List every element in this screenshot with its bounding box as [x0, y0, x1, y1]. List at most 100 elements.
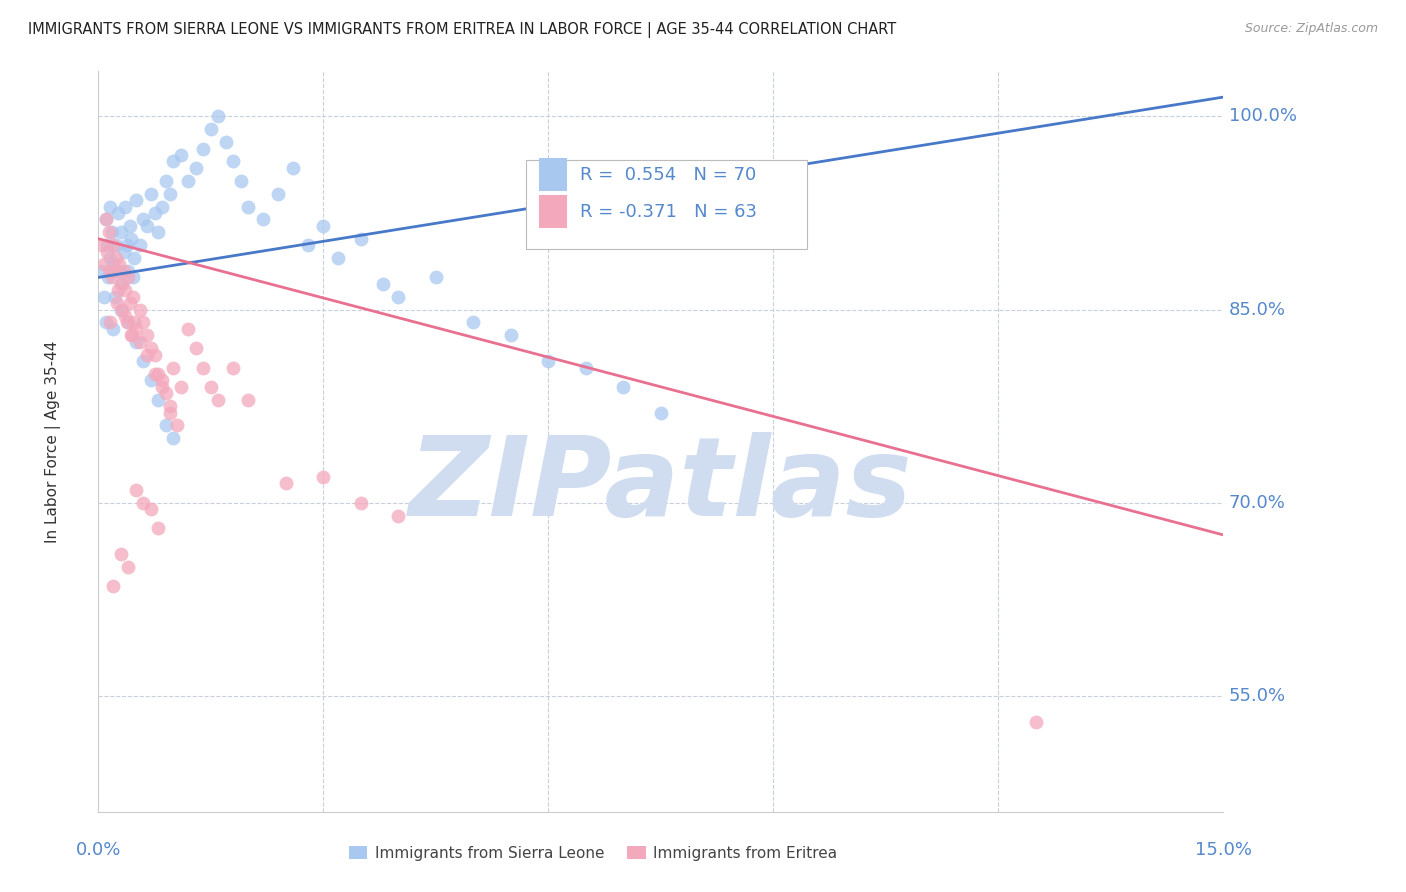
Point — [200, 380, 222, 394]
Point — [150, 200, 173, 214]
Point — [117, 264, 139, 278]
Point — [193, 142, 215, 156]
Point — [104, 290, 127, 304]
Point — [222, 154, 245, 169]
Point — [150, 373, 173, 387]
Point — [229, 174, 252, 188]
Point — [107, 283, 129, 297]
Point — [103, 579, 125, 593]
Point — [463, 315, 485, 329]
Point — [373, 277, 395, 291]
Point — [650, 406, 672, 420]
Point — [132, 212, 155, 227]
Point — [124, 315, 146, 329]
Point — [105, 296, 128, 310]
Text: 0.0%: 0.0% — [76, 841, 121, 859]
Point — [91, 238, 114, 252]
Point — [101, 270, 124, 285]
Point — [425, 270, 447, 285]
Point — [1025, 714, 1047, 729]
Point — [122, 290, 145, 304]
Point — [143, 367, 166, 381]
Point — [252, 212, 274, 227]
Point — [114, 200, 136, 214]
Text: 55.0%: 55.0% — [1229, 687, 1286, 705]
Point — [114, 283, 136, 297]
Point — [125, 322, 148, 336]
Point — [118, 219, 141, 233]
Point — [104, 264, 127, 278]
Point — [612, 380, 634, 394]
Point — [162, 154, 184, 169]
Bar — [540, 195, 568, 228]
Point — [166, 418, 188, 433]
Point — [387, 290, 409, 304]
Point — [143, 348, 166, 362]
Point — [125, 193, 148, 207]
Point — [108, 264, 131, 278]
Point — [94, 315, 117, 329]
Point — [110, 225, 132, 239]
Text: ZIPatlas: ZIPatlas — [409, 433, 912, 540]
Point — [110, 277, 132, 291]
Point — [105, 238, 128, 252]
Point — [94, 212, 117, 227]
Text: 15.0%: 15.0% — [1195, 841, 1251, 859]
Point — [120, 232, 142, 246]
Point — [128, 302, 150, 317]
Point — [117, 315, 139, 329]
Point — [111, 302, 134, 317]
Point — [96, 238, 118, 252]
Point — [159, 399, 181, 413]
Text: Source: ZipAtlas.com: Source: ZipAtlas.com — [1244, 22, 1378, 36]
Point — [155, 418, 177, 433]
Point — [115, 315, 138, 329]
Point — [575, 360, 598, 375]
Point — [120, 328, 142, 343]
Point — [207, 110, 229, 124]
Point — [148, 225, 170, 239]
Point — [274, 476, 297, 491]
Point — [238, 200, 260, 214]
Point — [132, 496, 155, 510]
Point — [117, 270, 139, 285]
Point — [97, 270, 120, 285]
Point — [328, 251, 350, 265]
Point — [124, 251, 146, 265]
Point — [215, 135, 238, 149]
Text: In Labor Force | Age 35-44: In Labor Force | Age 35-44 — [45, 341, 62, 542]
Point — [200, 122, 222, 136]
Point — [499, 328, 522, 343]
Point — [207, 392, 229, 407]
Point — [170, 148, 193, 162]
Point — [94, 212, 117, 227]
Point — [103, 238, 125, 252]
Point — [93, 290, 115, 304]
Point — [132, 315, 155, 329]
Point — [139, 373, 162, 387]
Point — [112, 244, 135, 259]
Point — [267, 186, 290, 201]
Point — [98, 251, 121, 265]
Point — [108, 258, 131, 272]
Point — [177, 322, 200, 336]
Point — [111, 277, 134, 291]
Point — [91, 264, 114, 278]
Point — [350, 496, 373, 510]
Point — [115, 238, 138, 252]
Text: 70.0%: 70.0% — [1229, 493, 1285, 512]
Point — [107, 206, 129, 220]
Point — [162, 431, 184, 445]
Point — [118, 296, 141, 310]
Point — [97, 225, 120, 239]
Point — [100, 200, 122, 214]
Point — [238, 392, 260, 407]
Point — [387, 508, 409, 523]
Point — [148, 521, 170, 535]
Point — [139, 502, 162, 516]
Point — [93, 258, 115, 272]
Point — [184, 341, 207, 355]
Point — [139, 186, 162, 201]
Point — [136, 328, 159, 343]
Text: 100.0%: 100.0% — [1229, 107, 1296, 126]
